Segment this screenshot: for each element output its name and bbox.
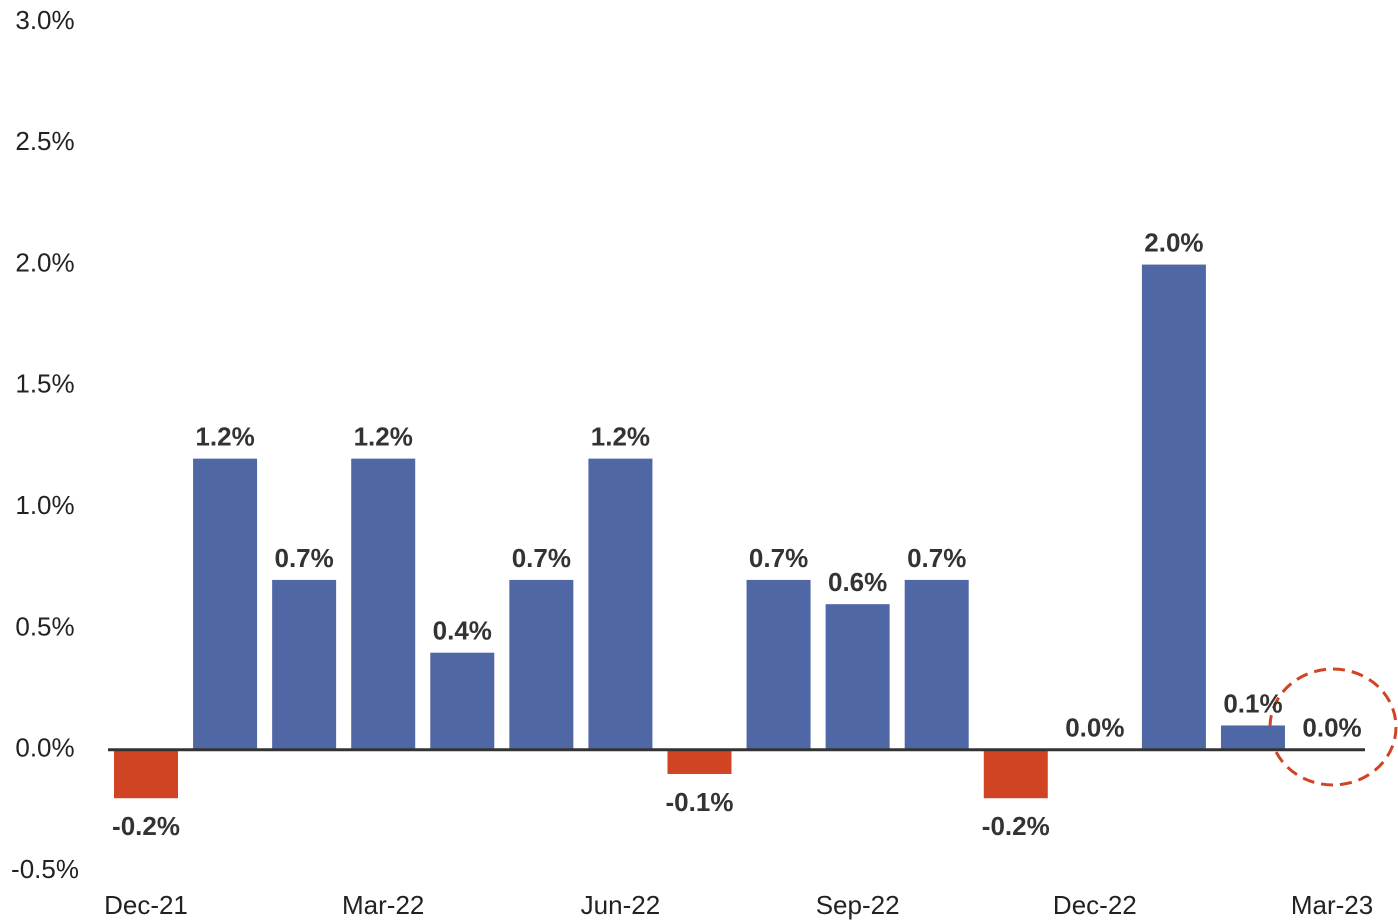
y-tick-label: 1.0% [15, 490, 74, 520]
value-label: 1.2% [591, 422, 650, 452]
bar [114, 749, 178, 799]
bar [1220, 725, 1285, 750]
x-tick-label: Dec-21 [104, 890, 188, 920]
x-tick-label: Sep-22 [816, 890, 900, 920]
value-label: 1.2% [195, 422, 254, 452]
y-tick-label: 0.0% [15, 733, 74, 763]
value-label: -0.2% [112, 811, 180, 841]
value-label: 0.0% [1065, 713, 1124, 743]
bar [667, 749, 732, 774]
bar [1141, 264, 1206, 750]
y-tick-label: 1.5% [15, 369, 74, 399]
y-tick-label: 0.5% [15, 611, 74, 641]
value-label: -0.2% [982, 811, 1050, 841]
value-label: 0.7% [749, 543, 808, 573]
value-label: 0.4% [433, 616, 492, 646]
bar [272, 579, 337, 750]
highlight-circle [1268, 667, 1398, 787]
bar [825, 604, 890, 750]
bar [746, 579, 811, 750]
x-tick-label: Dec-22 [1053, 890, 1137, 920]
value-label: 0.6% [828, 567, 887, 597]
value-label: 0.0% [1302, 713, 1361, 743]
y-tick-label: 3.0% [15, 5, 74, 35]
y-tick-label: 2.0% [15, 247, 74, 277]
value-label: 1.2% [354, 422, 413, 452]
bar [983, 749, 1048, 799]
bar [351, 458, 416, 750]
value-label: 0.7% [512, 543, 571, 573]
value-label: -0.1% [666, 787, 734, 817]
bar [588, 458, 653, 750]
bar [509, 579, 574, 750]
bar [904, 579, 969, 750]
bar [430, 652, 495, 750]
value-label: 2.0% [1144, 227, 1203, 257]
y-tick-label: 2.5% [15, 126, 74, 156]
x-tick-label: Jun-22 [581, 890, 661, 920]
value-label: 0.1% [1223, 688, 1282, 718]
y-tick-label: -0.5% [11, 854, 79, 884]
value-label: 0.7% [275, 543, 334, 573]
x-tick-label: Mar-22 [342, 890, 424, 920]
value-label: 0.7% [907, 543, 966, 573]
bar [193, 458, 258, 750]
x-tick-label: Mar-23 [1291, 890, 1373, 920]
